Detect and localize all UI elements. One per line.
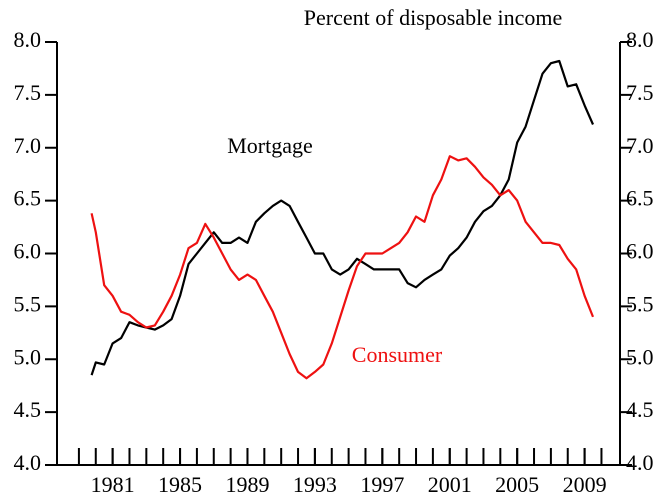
series-label: Consumer (352, 342, 443, 367)
y-tick-label: 8.0 (14, 27, 42, 52)
y-tick-label: 6.0 (14, 239, 42, 264)
series-line (90, 59, 595, 376)
y2-tick-label: 6.5 (626, 186, 654, 211)
y2-tick-label: 4.5 (626, 397, 654, 422)
y2-tick-label: 6.0 (626, 239, 654, 264)
y2-tick-label: 7.0 (626, 133, 654, 158)
y-tick-label: 7.0 (14, 133, 42, 158)
y2-tick-label: 4.0 (626, 450, 654, 475)
y2-tick-label: 5.0 (626, 344, 654, 369)
x-tick-label: 1997 (360, 472, 404, 497)
series-label: Mortgage (227, 133, 313, 158)
y-tick-label: 7.5 (14, 80, 42, 105)
y-tick-label: 4.0 (14, 450, 42, 475)
x-tick-label: 1989 (225, 472, 269, 497)
y2-tick-label: 7.5 (626, 80, 654, 105)
x-tick-label: 2009 (563, 472, 607, 497)
y-tick-label: 4.5 (14, 397, 42, 422)
x-tick-label: 1993 (293, 472, 337, 497)
x-tick-label: 1985 (158, 472, 202, 497)
y-tick-label: 5.5 (14, 291, 42, 316)
y2-tick-label: 5.5 (626, 291, 654, 316)
x-tick-label: 2001 (428, 472, 472, 497)
chart-subtitle: Percent of disposable income (304, 5, 562, 30)
x-tick-label: 2005 (495, 472, 539, 497)
series-line (90, 155, 595, 380)
x-tick-label: 1981 (91, 472, 135, 497)
y-tick-label: 5.0 (14, 344, 42, 369)
y-tick-label: 6.5 (14, 186, 42, 211)
y2-tick-label: 8.0 (626, 27, 654, 52)
